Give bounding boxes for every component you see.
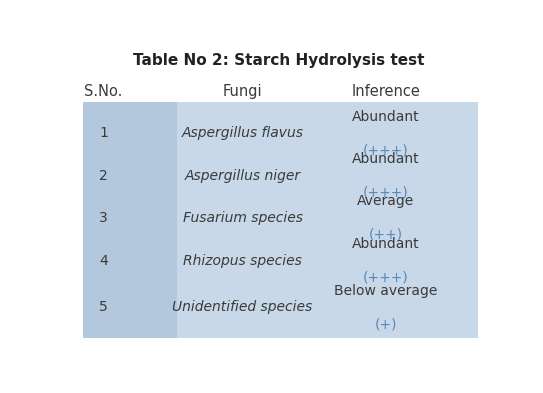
Text: Table No 2: Starch Hydrolysis test: Table No 2: Starch Hydrolysis test	[132, 53, 424, 68]
Text: Inference: Inference	[351, 84, 420, 99]
Text: Unidentified species: Unidentified species	[172, 300, 313, 314]
FancyBboxPatch shape	[177, 102, 478, 338]
Text: Fusarium species: Fusarium species	[182, 211, 302, 225]
Text: 5: 5	[99, 300, 108, 314]
Text: Abundant: Abundant	[352, 237, 419, 251]
Text: Fungi: Fungi	[223, 84, 262, 99]
Text: Abundant: Abundant	[352, 152, 419, 166]
Text: Aspergillus niger: Aspergillus niger	[185, 169, 301, 183]
Text: (+): (+)	[374, 317, 397, 331]
Text: Rhizopus species: Rhizopus species	[183, 253, 302, 268]
Text: (+++): (+++)	[363, 143, 408, 157]
FancyBboxPatch shape	[83, 102, 476, 338]
Text: Below average: Below average	[334, 284, 437, 298]
Text: (+++): (+++)	[363, 270, 408, 284]
Text: S.No.: S.No.	[85, 84, 123, 99]
Text: 3: 3	[99, 211, 108, 225]
Text: Aspergillus flavus: Aspergillus flavus	[181, 127, 304, 140]
Text: Abundant: Abundant	[352, 110, 419, 124]
Text: (++): (++)	[369, 228, 403, 242]
Text: (+++): (+++)	[363, 185, 408, 199]
Text: Average: Average	[357, 195, 414, 209]
Text: 1: 1	[99, 127, 108, 140]
Text: 2: 2	[99, 169, 108, 183]
Text: 4: 4	[99, 253, 108, 268]
